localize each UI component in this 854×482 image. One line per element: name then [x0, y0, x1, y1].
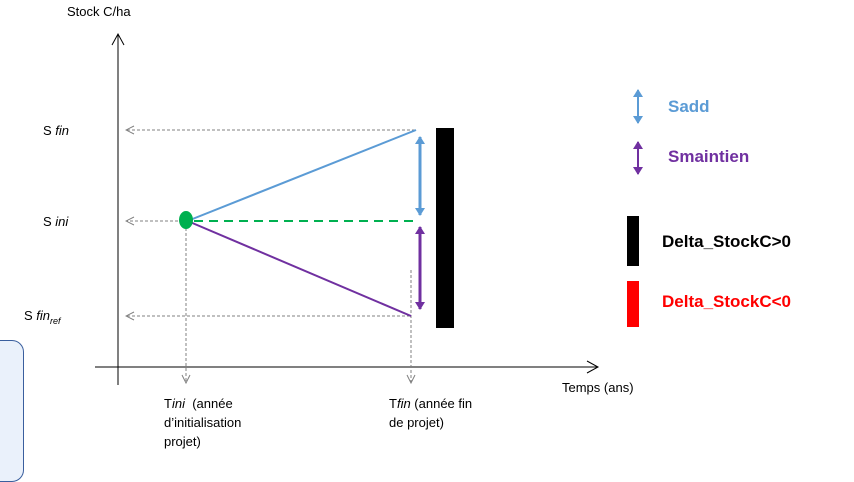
legend-delta-pos-swatch	[627, 216, 639, 266]
s-fin-label: S fin	[43, 123, 69, 138]
carbon-stock-diagram: Stock C/ha Temps (ans) S fin S ini S fin…	[24, 4, 791, 449]
smaintien-trajectory	[189, 221, 412, 317]
t-fin-label-line2: de projet)	[389, 415, 444, 430]
legend-sadd-label: Sadd	[668, 97, 710, 116]
legend-delta-neg-label: Delta_StockC<0	[662, 292, 791, 311]
t-fin-label: Tfin (année fin	[389, 396, 472, 411]
s-ini-label: S ini	[43, 214, 69, 229]
delta-stock-bar	[436, 128, 454, 328]
x-axis-label: Temps (ans)	[562, 380, 634, 395]
t-ini-label: Tini (année	[164, 396, 233, 411]
legend-delta-pos-label: Delta_StockC>0	[662, 232, 791, 251]
y-axis-label: Stock C/ha	[67, 4, 131, 19]
t-ini-label-line3: projet)	[164, 434, 201, 449]
legend-delta-neg-swatch	[627, 281, 639, 327]
t-ini-label-line2: d’initialisation	[164, 415, 241, 430]
initial-stock-point	[179, 211, 193, 229]
s-fin-ref-label: S finref	[24, 308, 62, 326]
legend-smaintien-label: Smaintien	[668, 147, 749, 166]
sadd-trajectory	[189, 129, 417, 221]
